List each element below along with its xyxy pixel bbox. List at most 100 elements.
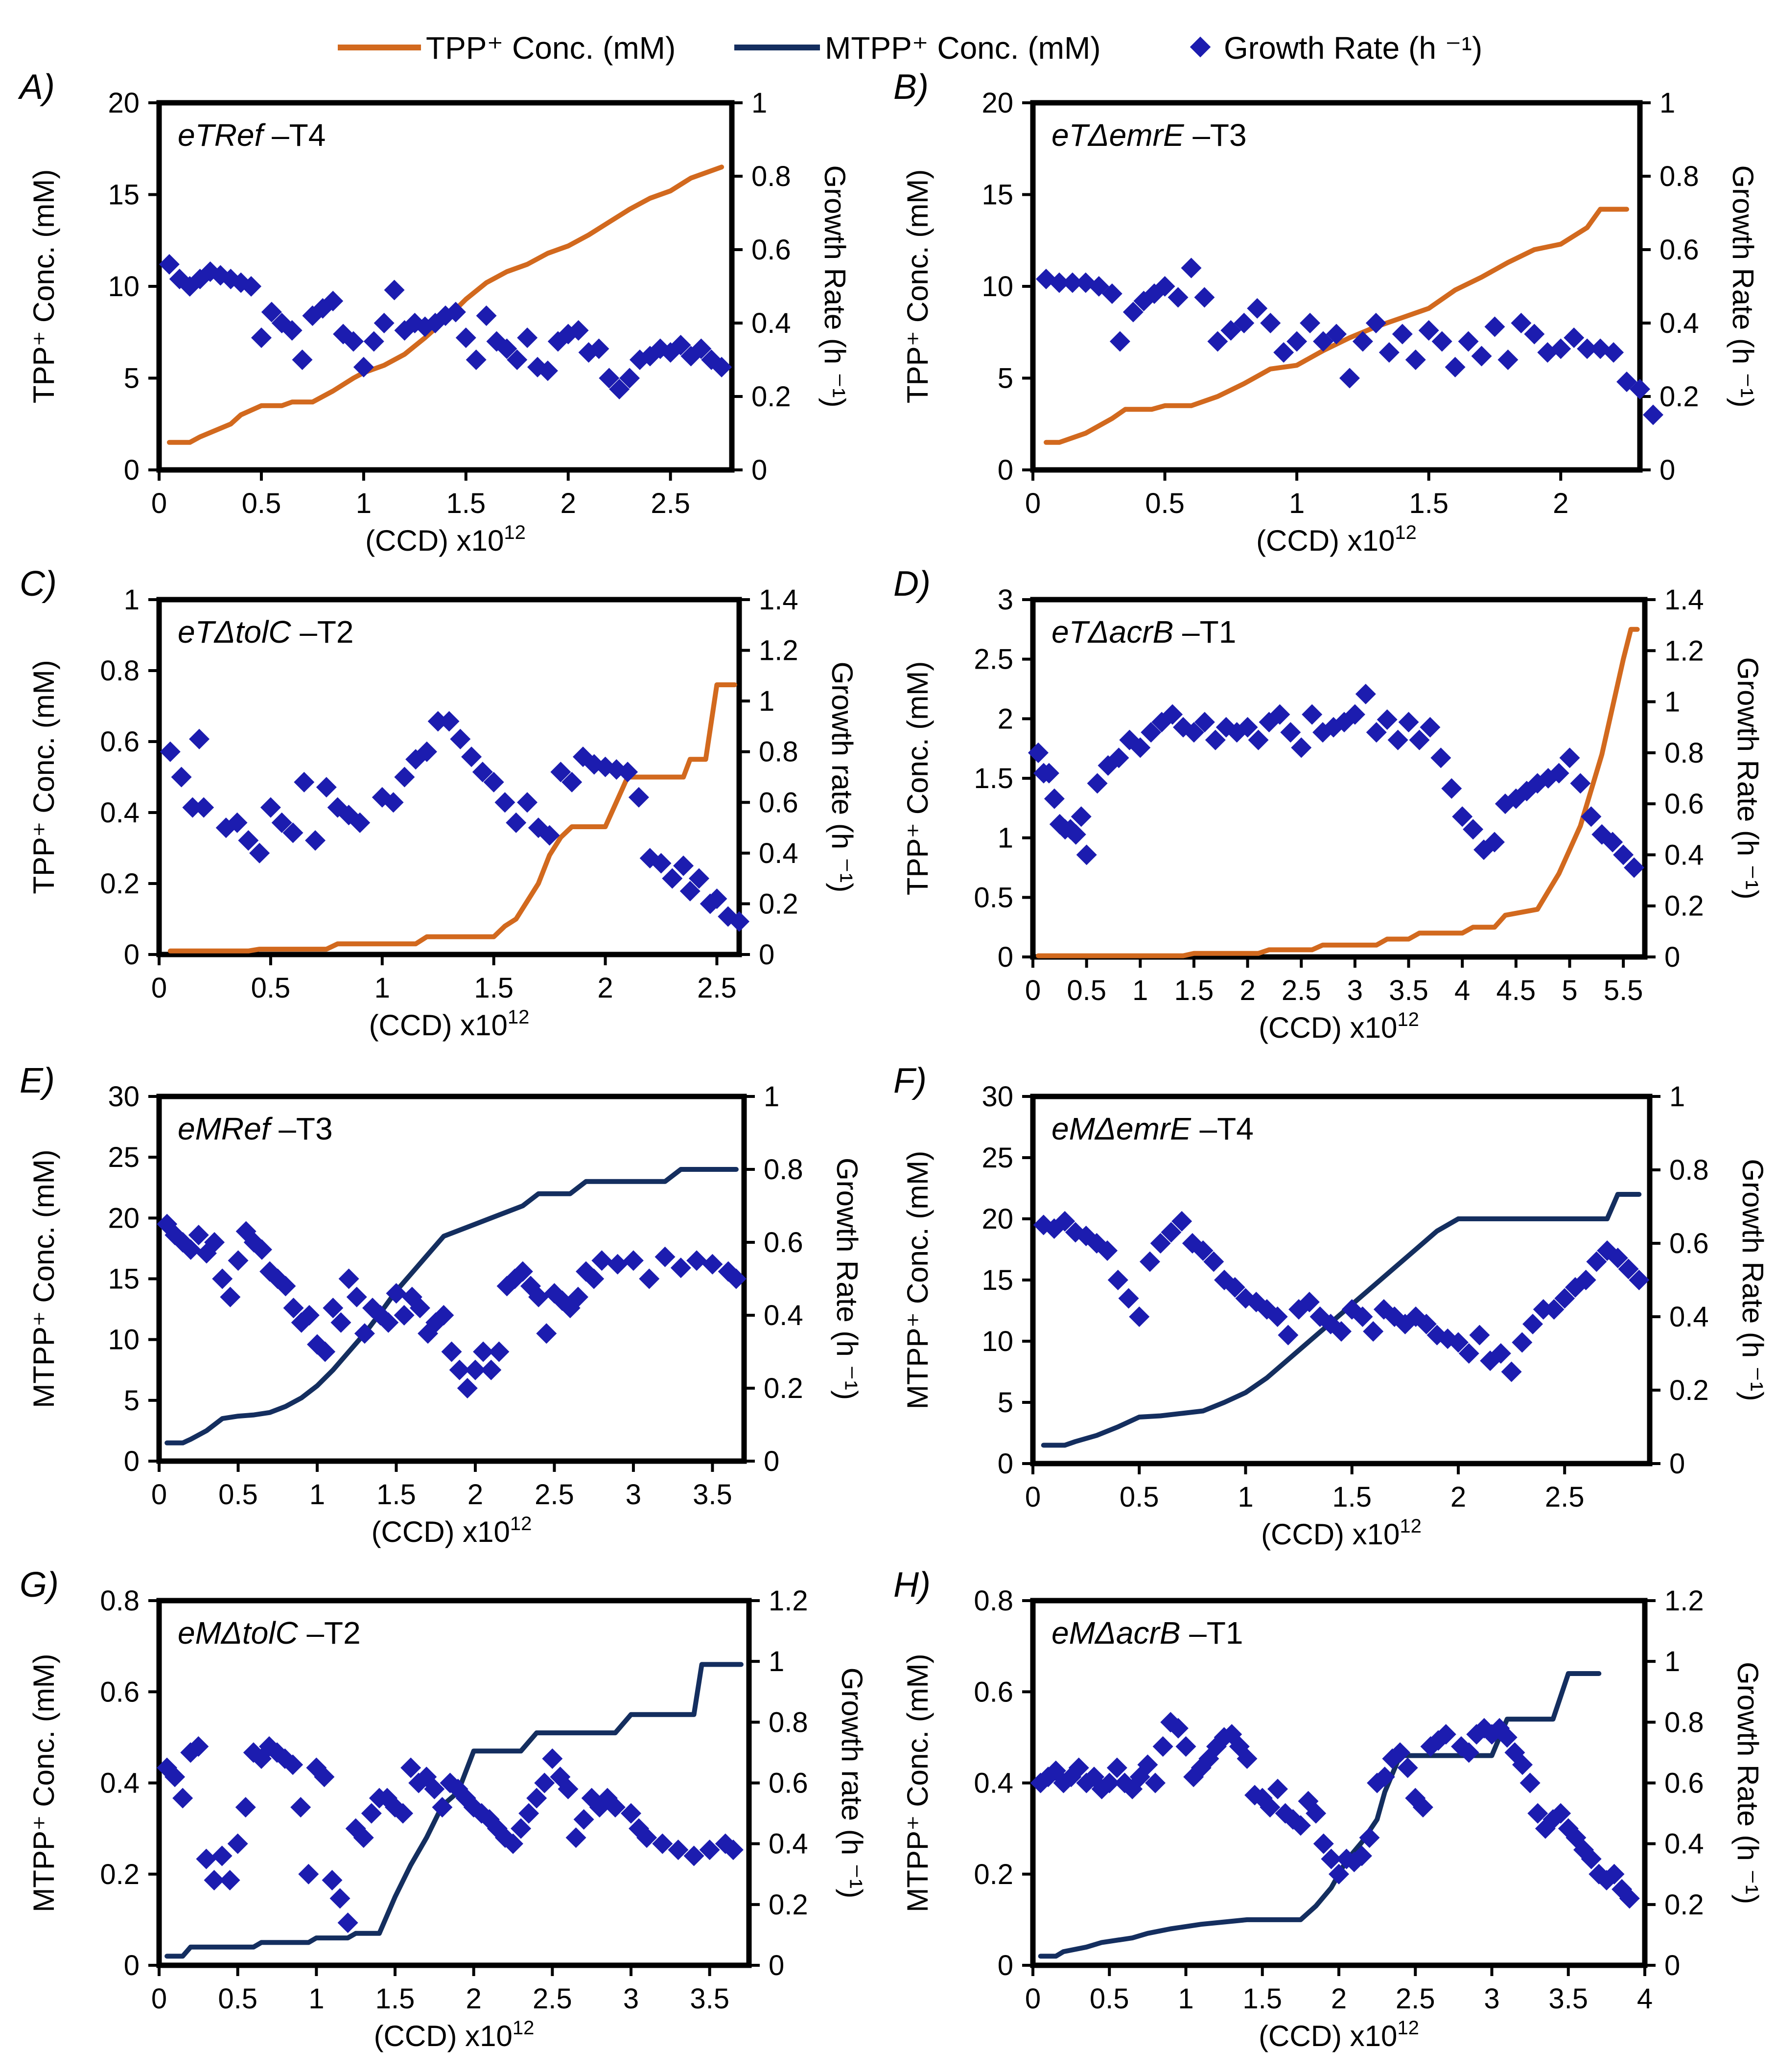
x-axis-label: (CCD) x1012 (1259, 1009, 1419, 1044)
growth-rate-point (670, 1257, 691, 1279)
growth-rate-point (511, 1818, 532, 1839)
growth-rate-point (1038, 763, 1059, 784)
growth-rate-point (1430, 747, 1451, 768)
x-axis-label-text: (CCD) x10 (372, 1515, 510, 1548)
panel-title-strain: eMΔtolC (178, 1615, 298, 1651)
x-tick-label: 0.5 (1090, 1983, 1129, 2015)
legend-mtpp-label: MTPP⁺ Conc. (mM) (825, 30, 1101, 66)
growth-rate-point (654, 1246, 676, 1267)
growth-rate-point (1145, 1772, 1166, 1793)
growth-rate-point (1431, 331, 1452, 352)
x-tick-label: 1.5 (376, 1479, 416, 1511)
y2-tick-label: 0.8 (759, 736, 798, 768)
growth-rate-point (1122, 302, 1144, 323)
y-axis-label: TPP⁺ Conc. (mM) (901, 169, 934, 403)
growth-rate-point (1181, 257, 1202, 279)
growth-rate-point (1607, 1248, 1628, 1268)
growth-rate-point (1554, 1288, 1575, 1309)
x-tick-label: 2.5 (1545, 1481, 1585, 1513)
x-axis-label-exponent: 12 (513, 2017, 535, 2039)
growth-rate-point (1273, 342, 1294, 363)
growth-rate-point (542, 1748, 563, 1769)
growth-rate-point (1137, 1754, 1158, 1775)
growth-rate-point (337, 1912, 358, 1933)
x-axis-label-exponent: 12 (504, 522, 526, 543)
y2-axis-label: Growth Rate (h ⁻¹) (1727, 165, 1759, 407)
x-axis-label: (CCD) x1012 (1256, 522, 1417, 557)
y-tick-label: 0 (998, 1448, 1013, 1480)
x-axis-label-text: (CCD) x10 (1259, 2020, 1397, 2052)
x-axis-label: (CCD) x1012 (372, 1513, 532, 1548)
growth-rate-point (534, 1772, 555, 1793)
growth-rate-point (1161, 1222, 1182, 1243)
growth-rate-point (227, 812, 248, 833)
tpp-concentration-line (167, 682, 737, 954)
growth-rate-point (1247, 298, 1268, 319)
y2-tick-label: 0.6 (759, 787, 798, 818)
growth-rate-point (1435, 1724, 1456, 1745)
y2-tick-label: 1 (759, 685, 774, 717)
growth-rate-point (1205, 729, 1226, 750)
growth-rate-point (363, 331, 384, 352)
x-tick-label: 1 (308, 1983, 324, 2015)
growth-rate-points (160, 711, 749, 932)
growth-rate-point (1581, 806, 1602, 827)
x-tick-label: 0 (1025, 975, 1041, 1006)
y2-tick-label: 0.2 (1659, 381, 1699, 413)
mtpp-concentration-line (164, 1662, 744, 1959)
growth-rate-point (1629, 1270, 1650, 1290)
growth-rate-point (481, 1359, 502, 1380)
x-tick-label: 1.5 (375, 1983, 415, 2015)
x-tick-label: 1.5 (1242, 1983, 1282, 2015)
growth-rate-point (343, 331, 364, 352)
growth-rate-point (1469, 1325, 1490, 1346)
growth-rate-point (204, 1870, 225, 1891)
growth-rate-point (228, 1250, 249, 1271)
growth-rate-point (1398, 712, 1419, 733)
x-tick-label: 3 (623, 1983, 639, 2015)
panel-label: F) (893, 1061, 927, 1100)
growth-rate-point (1420, 717, 1441, 738)
growth-rate-point (394, 767, 415, 788)
growth-rate-point (1044, 788, 1065, 809)
growth-rate-point (1352, 1306, 1373, 1327)
growth-rate-point (1619, 1888, 1640, 1909)
growth-rate-point (315, 1341, 336, 1362)
y2-axis-label: Growth Rate (h ⁻¹) (1731, 657, 1764, 899)
growth-rate-point (1183, 722, 1204, 743)
growth-rate-point (1331, 1321, 1352, 1342)
y-tick-label: 0.4 (100, 797, 140, 829)
growth-rate-point (1162, 704, 1183, 725)
growth-rate-point (1581, 1848, 1602, 1869)
x-tick-label: 2.5 (1282, 975, 1321, 1006)
growth-rate-point (711, 357, 732, 377)
y-tick-label: 0 (124, 1445, 140, 1477)
growth-rate-point (662, 868, 683, 889)
y-tick-label: 0.8 (974, 1585, 1013, 1617)
growth-rate-point (567, 1286, 588, 1307)
growth-rate-point (1087, 773, 1108, 794)
x-axis-label-exponent: 12 (1400, 1515, 1422, 1537)
y2-tick-label: 0.8 (751, 161, 791, 192)
legend-tpp-label: TPP⁺ Conc. (mM) (426, 30, 676, 66)
growth-rate-point (305, 830, 326, 851)
y-tick-label: 10 (981, 271, 1013, 303)
growth-rate-point (668, 1839, 689, 1861)
y2-tick-label: 0 (759, 939, 774, 971)
x-tick-label: 4 (1454, 975, 1470, 1006)
panel-title-timepoint: –T4 (1191, 1111, 1254, 1146)
growth-rate-point (1313, 1833, 1334, 1854)
growth-rate-point (159, 254, 180, 275)
growth-rate-point (182, 797, 203, 818)
y2-tick-label: 1 (751, 87, 767, 119)
growth-rate-point (1642, 404, 1663, 425)
panel-label: B) (893, 68, 929, 107)
y2-tick-label: 1.2 (759, 635, 798, 667)
growth-rate-point (1363, 1321, 1384, 1342)
growth-rate-point (1344, 704, 1365, 725)
growth-rate-point (517, 792, 538, 813)
y-tick-label: 0 (124, 1950, 140, 1981)
chart-panel-c: 0 0.5 1 1.5 2 2.5 0 0.2 0.4 0.6 0.8 1 0 0.2 0.4 0.6 0.8 1… (20, 564, 859, 1042)
growth-rate-point (449, 1359, 470, 1380)
x-tick-label: 4.5 (1496, 975, 1536, 1006)
